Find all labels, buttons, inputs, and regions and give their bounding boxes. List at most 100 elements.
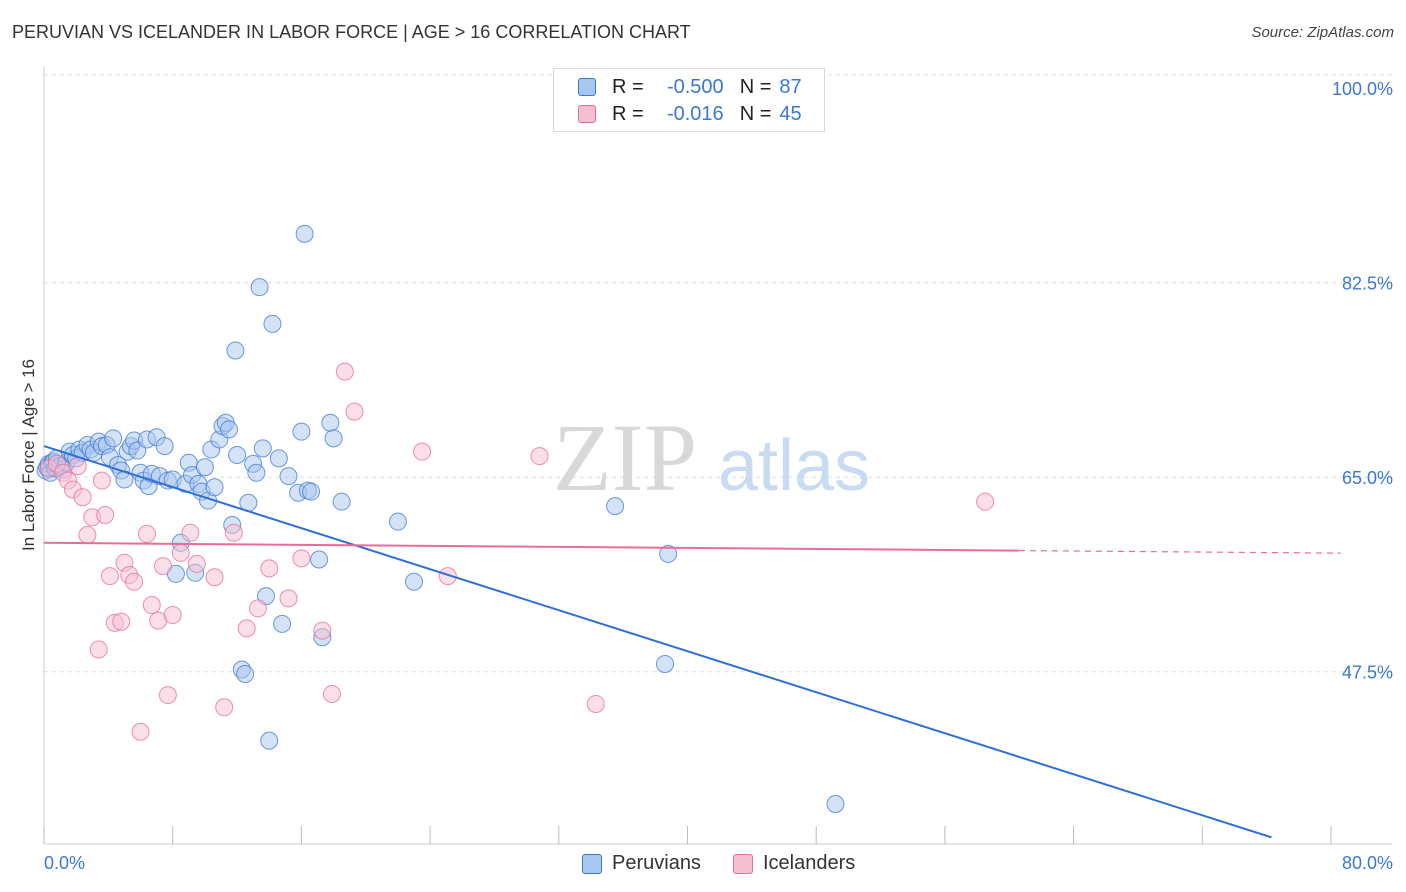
y-axis-label: In Labor Force | Age > 16 xyxy=(19,359,38,551)
tick-labels: 100.0% 82.5% 65.0% 47.5% 0.0% 80.0% xyxy=(44,79,1393,873)
peruvian-point xyxy=(332,492,351,511)
peruvian-point xyxy=(310,550,329,569)
trend-line-peruvians xyxy=(43,445,1272,839)
trend-lines xyxy=(43,445,1341,839)
icelander-point xyxy=(976,492,995,511)
icelander-point xyxy=(131,722,150,741)
stats-legend: R = -0.500 N = 87 R = -0.016 N = 45 xyxy=(553,68,825,132)
icelander-point xyxy=(92,471,111,490)
peruvian-point xyxy=(263,314,282,333)
icelander-point xyxy=(248,599,267,618)
series-icelanders xyxy=(39,362,995,741)
icelander-point xyxy=(68,457,87,476)
legend-row-icelanders: R = -0.016 N = 45 xyxy=(578,102,802,126)
icelander-point xyxy=(96,506,115,525)
icelander-point xyxy=(137,524,156,543)
trend-line-icelanders-extension xyxy=(1018,549,1341,554)
legend-r-label: R = xyxy=(612,102,644,125)
icelander-point xyxy=(413,442,432,461)
peruvian-point xyxy=(195,458,214,477)
peruvian-point xyxy=(250,278,269,297)
grid-lines xyxy=(44,74,1392,673)
legend-r-value: -0.500 xyxy=(666,75,724,98)
peruvian-point xyxy=(205,478,224,497)
icelander-point xyxy=(279,589,298,608)
peruvian-point xyxy=(295,224,314,243)
peruvian-point xyxy=(273,614,292,633)
y-tick-label: 47.5% xyxy=(1342,663,1393,683)
legend-row-peruvians: R = -0.500 N = 87 xyxy=(578,75,802,99)
peruvian-point xyxy=(269,449,288,468)
bottom-legend-label-icelanders: Icelanders xyxy=(763,852,856,874)
peruvian-point xyxy=(388,512,407,531)
icelander-point xyxy=(205,568,224,587)
icelander-point xyxy=(89,640,108,659)
peruvian-point xyxy=(228,446,247,464)
icelander-point xyxy=(530,447,549,466)
icelander-point xyxy=(345,402,364,421)
icelander-point xyxy=(313,621,332,640)
peruvian-point xyxy=(659,544,678,563)
chart-title: PERUVIAN VS ICELANDER IN LABOR FORCE | A… xyxy=(12,22,691,42)
icelander-point xyxy=(215,698,234,717)
peruvian-point xyxy=(155,437,174,456)
icelander-point xyxy=(125,572,144,591)
legend-r-value: -0.016 xyxy=(666,102,724,125)
peruvian-point xyxy=(104,429,123,448)
icelander-point xyxy=(335,362,354,381)
legend-n-value: 45 xyxy=(779,102,802,125)
icelander-point xyxy=(100,567,119,586)
legend-n-label: N = xyxy=(739,75,772,98)
icelander-point xyxy=(292,549,311,568)
peruvian-point xyxy=(279,467,298,486)
peruvian-point xyxy=(247,463,266,482)
x-tick-label: 80.0% xyxy=(1342,853,1393,873)
icelander-point xyxy=(181,523,200,542)
trend-line-icelanders xyxy=(43,541,1019,552)
icelander-point xyxy=(260,559,279,578)
bottom-legend-icelanders: Icelanders xyxy=(733,852,855,875)
source-label: Source: ZipAtlas.com xyxy=(1251,24,1394,41)
peruvian-point xyxy=(302,482,321,501)
icelander-point xyxy=(158,686,177,705)
peruvian-point xyxy=(236,664,255,683)
legend-n-label: N = xyxy=(739,102,772,125)
bottom-legend-swatch-peruvians xyxy=(582,853,602,874)
peruvian-point xyxy=(324,429,343,448)
watermark-zip: ZIP xyxy=(553,404,697,511)
icelander-point xyxy=(187,554,206,573)
icelander-point xyxy=(586,694,605,713)
bottom-legend-label-peruvians: Peruvians xyxy=(612,852,701,874)
watermark-atlas: atlas xyxy=(718,426,870,506)
icelander-point xyxy=(237,619,256,638)
axes xyxy=(43,66,1392,845)
x-tick-label: 0.0% xyxy=(44,853,85,873)
icelander-point xyxy=(171,543,190,562)
legend-n-value: 87 xyxy=(779,75,802,98)
peruvian-point xyxy=(220,420,239,439)
series-peruvians xyxy=(36,224,845,813)
icelander-point xyxy=(154,557,173,576)
legend-r-label: R = xyxy=(612,75,644,98)
legend-swatch-peruvians xyxy=(578,78,596,96)
peruvian-point xyxy=(292,422,311,441)
bottom-legend-peruvians: Peruvians xyxy=(582,852,701,875)
peruvian-point xyxy=(226,341,245,360)
icelander-point xyxy=(224,523,243,542)
peruvian-point xyxy=(405,572,424,591)
icelander-point xyxy=(438,567,457,586)
icelander-point xyxy=(142,596,161,615)
y-tick-label: 100.0% xyxy=(1332,79,1393,99)
icelander-point xyxy=(73,488,92,507)
y-tick-label: 65.0% xyxy=(1342,468,1393,488)
icelander-point xyxy=(322,684,341,703)
icelander-point xyxy=(78,526,97,545)
y-tick-label: 82.5% xyxy=(1342,274,1393,294)
peruvian-point xyxy=(321,413,340,432)
icelander-point xyxy=(112,612,131,631)
peruvian-point xyxy=(655,654,674,673)
peruvian-point xyxy=(826,794,845,813)
peruvian-point xyxy=(260,731,279,750)
icelander-point xyxy=(163,606,182,625)
